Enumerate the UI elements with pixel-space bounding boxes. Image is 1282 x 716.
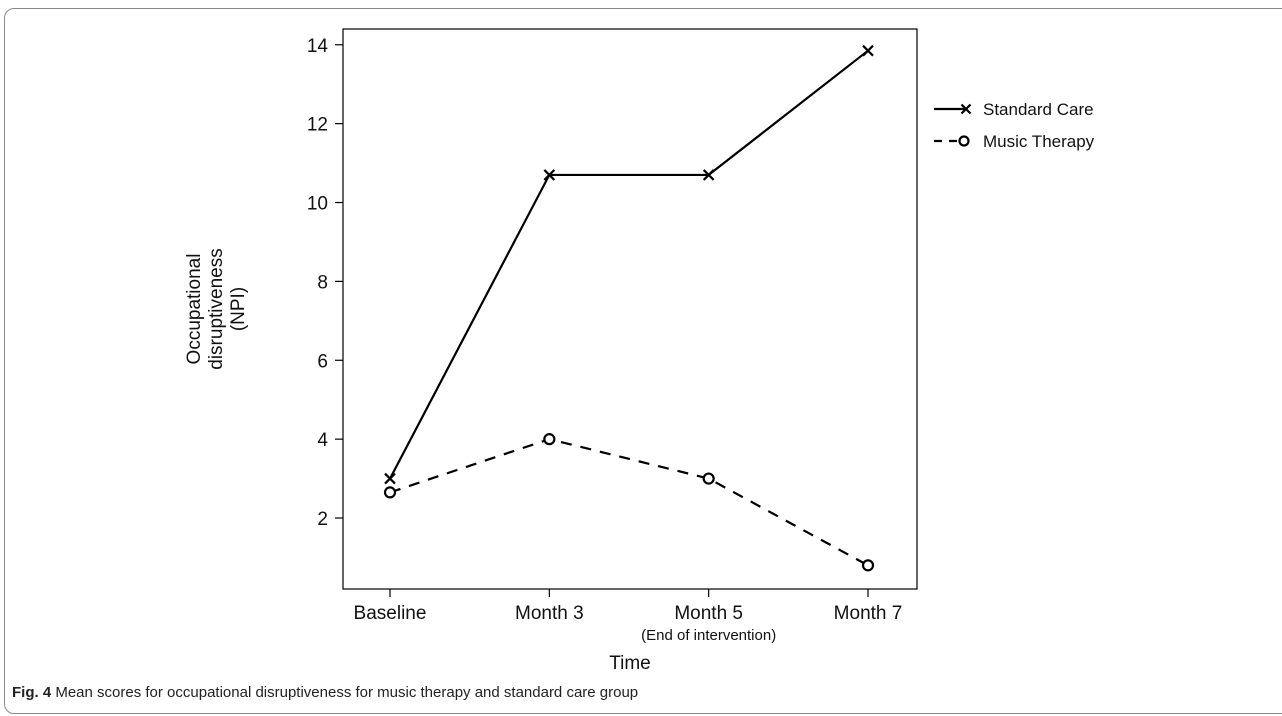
legend-marker-standard-care (960, 103, 972, 115)
y-axis-title-line: Occupational (184, 254, 205, 365)
series-line-music-therapy (389, 437, 869, 567)
plot-frame (342, 28, 918, 590)
legend-marker-music-therapy (958, 135, 970, 147)
y-tick-label: 12 (307, 115, 328, 136)
y-axis-title-line: (NPI) (228, 287, 249, 331)
figure-frame (4, 8, 1282, 714)
data-point-music-therapy (383, 486, 397, 499)
x-axis-title: Time (609, 653, 651, 674)
data-point-music-therapy (861, 559, 875, 572)
chart-svg: 2 4 6 8 10 12 14 Baseline Month 3 Month 5 (End of … (184, 28, 1095, 674)
x-tick-label: Month 5 (674, 603, 743, 624)
data-point-standard-care (543, 169, 556, 181)
data-point-music-therapy (543, 433, 556, 446)
figure-caption: Fig. 4 Mean scores for occupational disr… (12, 684, 638, 701)
y-tick-label: 2 (317, 509, 328, 530)
y-tick-label: 10 (307, 194, 328, 215)
caption-label: Fig. 4 (12, 684, 52, 701)
x-tick-label: Baseline (354, 603, 427, 624)
data-point-standard-care (384, 472, 396, 485)
y-tick-label: 6 (317, 351, 328, 372)
legend-label-music-therapy: Music Therapy (983, 132, 1095, 151)
data-point-standard-care (702, 169, 715, 181)
y-axis-title-line: disruptiveness (206, 248, 227, 369)
legend-label-standard-care: Standard Care (983, 100, 1094, 119)
caption-text: Mean scores for occupational disruptiven… (55, 684, 639, 701)
y-tick-label: 14 (307, 36, 329, 57)
x-tick-label: Month 3 (515, 603, 584, 624)
y-tick-label: 8 (317, 272, 328, 293)
data-point-music-therapy (702, 472, 715, 485)
series-line-standard-care (389, 49, 869, 480)
data-point-standard-care (862, 44, 874, 57)
y-tick-label: 4 (317, 430, 328, 451)
x-tick-sublabel: (End of intervention) (641, 627, 776, 644)
x-tick-label: Month 7 (834, 603, 903, 624)
